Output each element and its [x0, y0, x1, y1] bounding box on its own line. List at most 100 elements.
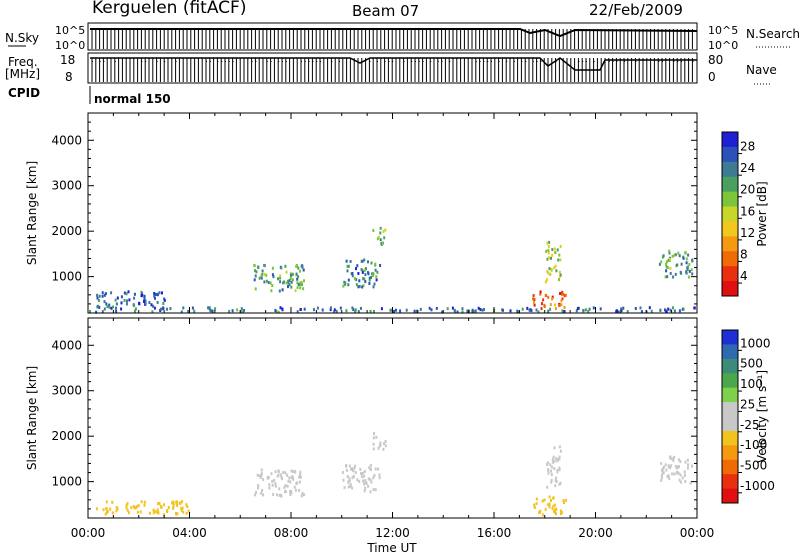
data-cell — [262, 478, 265, 481]
data-cell — [298, 475, 301, 479]
data-cell — [214, 307, 217, 311]
data-cell — [351, 486, 353, 490]
data-cell — [364, 273, 367, 277]
data-cell — [298, 488, 301, 492]
data-cell — [561, 297, 564, 301]
data-cell — [120, 307, 123, 311]
data-cell — [558, 304, 561, 308]
data-cell — [116, 296, 119, 300]
data-cell — [399, 309, 402, 313]
data-cell — [120, 301, 123, 305]
data-cell — [559, 509, 562, 513]
data-cell — [558, 445, 561, 449]
data-cell — [671, 472, 674, 476]
data-cell — [561, 309, 564, 313]
nave-label: Nave — [746, 63, 777, 77]
nave-tick-top: 80 — [708, 53, 723, 67]
data-cell — [345, 259, 348, 263]
colorbar-tick-label: -100 — [740, 438, 767, 452]
data-cell — [268, 483, 271, 487]
x-tick-label: 20:00 — [578, 526, 613, 540]
data-cell — [345, 468, 348, 472]
data-cell — [313, 308, 315, 312]
data-cell — [135, 505, 138, 509]
data-cell — [258, 276, 261, 280]
data-cell — [441, 310, 444, 314]
data-cell — [368, 276, 371, 280]
data-cell — [209, 308, 212, 312]
data-cell — [686, 466, 689, 470]
data-cell — [342, 478, 345, 482]
panel-background — [88, 113, 697, 313]
data-cell — [533, 506, 536, 509]
data-cell — [263, 272, 266, 276]
data-cell — [329, 308, 332, 312]
freq-dot — [491, 61, 492, 62]
data-cell — [143, 500, 146, 504]
data-cell — [546, 269, 549, 273]
data-cell — [666, 475, 669, 478]
data-cell — [123, 291, 126, 295]
data-cell — [575, 309, 578, 313]
data-cell — [533, 298, 536, 302]
data-cell — [675, 466, 678, 470]
data-cell — [137, 504, 140, 508]
data-cell — [473, 310, 476, 314]
data-cell — [379, 443, 382, 447]
freq-dot — [487, 61, 489, 62]
data-cell — [284, 484, 287, 488]
data-cell — [263, 280, 266, 284]
freq-dot — [255, 61, 257, 62]
data-cell — [547, 248, 550, 252]
data-cell — [279, 306, 282, 310]
freq-dot — [304, 61, 306, 62]
data-cell — [108, 303, 111, 307]
data-cell — [561, 292, 563, 296]
data-cell — [287, 281, 290, 285]
data-cell — [140, 294, 143, 298]
data-cell — [274, 470, 277, 474]
data-cell — [344, 281, 347, 285]
colorbar-swatch — [722, 132, 738, 148]
data-cell — [115, 309, 118, 313]
data-cell — [665, 260, 668, 264]
data-cell — [348, 479, 351, 483]
freq-dot — [278, 61, 280, 62]
data-cell — [428, 306, 431, 310]
data-cell — [361, 270, 364, 274]
data-cell — [549, 463, 552, 467]
data-cell — [384, 440, 387, 443]
data-cell — [667, 474, 670, 478]
data-cell — [153, 509, 156, 513]
colorbar-swatch — [722, 430, 738, 446]
data-cell — [257, 486, 259, 490]
data-cell — [112, 305, 114, 309]
data-cell — [516, 309, 519, 313]
data-cell — [347, 283, 350, 287]
data-cell — [270, 472, 273, 476]
data-cell — [296, 286, 299, 289]
data-cell — [554, 511, 557, 515]
data-cell — [299, 308, 302, 311]
data-cell — [161, 291, 163, 295]
data-cell — [347, 264, 350, 268]
data-cell — [546, 485, 549, 489]
data-cell — [299, 269, 302, 273]
data-cell — [153, 292, 156, 295]
data-cell — [172, 500, 175, 504]
freq-dot — [540, 61, 542, 62]
panel-background — [88, 318, 697, 518]
data-cell — [364, 486, 367, 490]
data-cell — [375, 278, 378, 282]
data-cell — [374, 467, 377, 471]
data-cell — [335, 309, 338, 313]
freq-dot — [532, 61, 534, 62]
data-cell — [369, 490, 372, 494]
colorbar-swatch — [722, 488, 738, 504]
colorbar-swatch — [722, 344, 738, 360]
data-cell — [294, 470, 297, 474]
data-cell — [103, 307, 106, 311]
data-cell — [370, 480, 373, 484]
data-cell — [156, 300, 159, 304]
